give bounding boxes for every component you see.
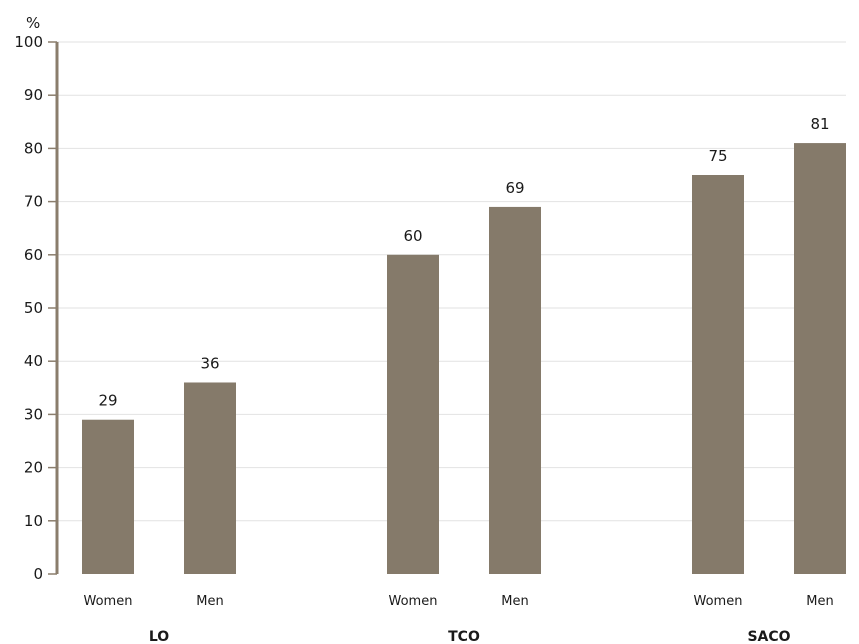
value-label-tco-women: 60: [403, 227, 422, 245]
y-axis: % 0 10 20 30 40 50 60 70 80 90 100: [14, 14, 59, 583]
y-tick-label-10: 10: [24, 512, 43, 530]
value-label-saco-women: 75: [708, 147, 727, 165]
y-tick-label-70: 70: [24, 193, 43, 211]
bars: [82, 143, 846, 575]
y-tick-label-0: 0: [33, 565, 43, 583]
value-label-lo-men: 36: [200, 354, 219, 372]
bar-lo-women: [82, 419, 134, 574]
value-label-saco-men: 81: [810, 115, 829, 133]
bar-lo-men: [184, 382, 236, 574]
y-tick-label-20: 20: [24, 459, 43, 477]
y-tick-label-90: 90: [24, 86, 43, 104]
value-label-lo-women: 29: [98, 392, 117, 410]
x-category-label-tco-women: Women: [389, 594, 438, 609]
bar-tco-women: [387, 254, 439, 575]
bar-saco-women: [692, 175, 744, 574]
value-label-tco-men: 69: [505, 179, 524, 197]
y-tick-label-50: 50: [24, 299, 43, 317]
x-category-label-saco-men: Men: [806, 594, 833, 609]
x-category-label-tco-men: Men: [501, 594, 528, 609]
x-category-label-lo-women: Women: [84, 594, 133, 609]
labels: 29 Women 36 Men LO 60 Women 69 Men TCO 75 Women 81 Me…: [84, 115, 834, 644]
group-label-tco: TCO: [448, 629, 480, 644]
y-tick-label-40: 40: [24, 352, 43, 370]
bar-tco-men: [489, 206, 541, 575]
y-axis-unit-label: %: [26, 14, 40, 32]
x-category-label-saco-women: Women: [694, 594, 743, 609]
y-tick-label-30: 30: [24, 405, 43, 423]
x-category-label-lo-men: Men: [196, 594, 223, 609]
group-label-saco: SACO: [747, 629, 790, 644]
group-label-lo: LO: [149, 629, 169, 644]
y-tick-label-100: 100: [14, 33, 43, 51]
y-tick-label-80: 80: [24, 139, 43, 157]
y-tick-label-60: 60: [24, 246, 43, 264]
bar-saco-men: [794, 143, 846, 574]
